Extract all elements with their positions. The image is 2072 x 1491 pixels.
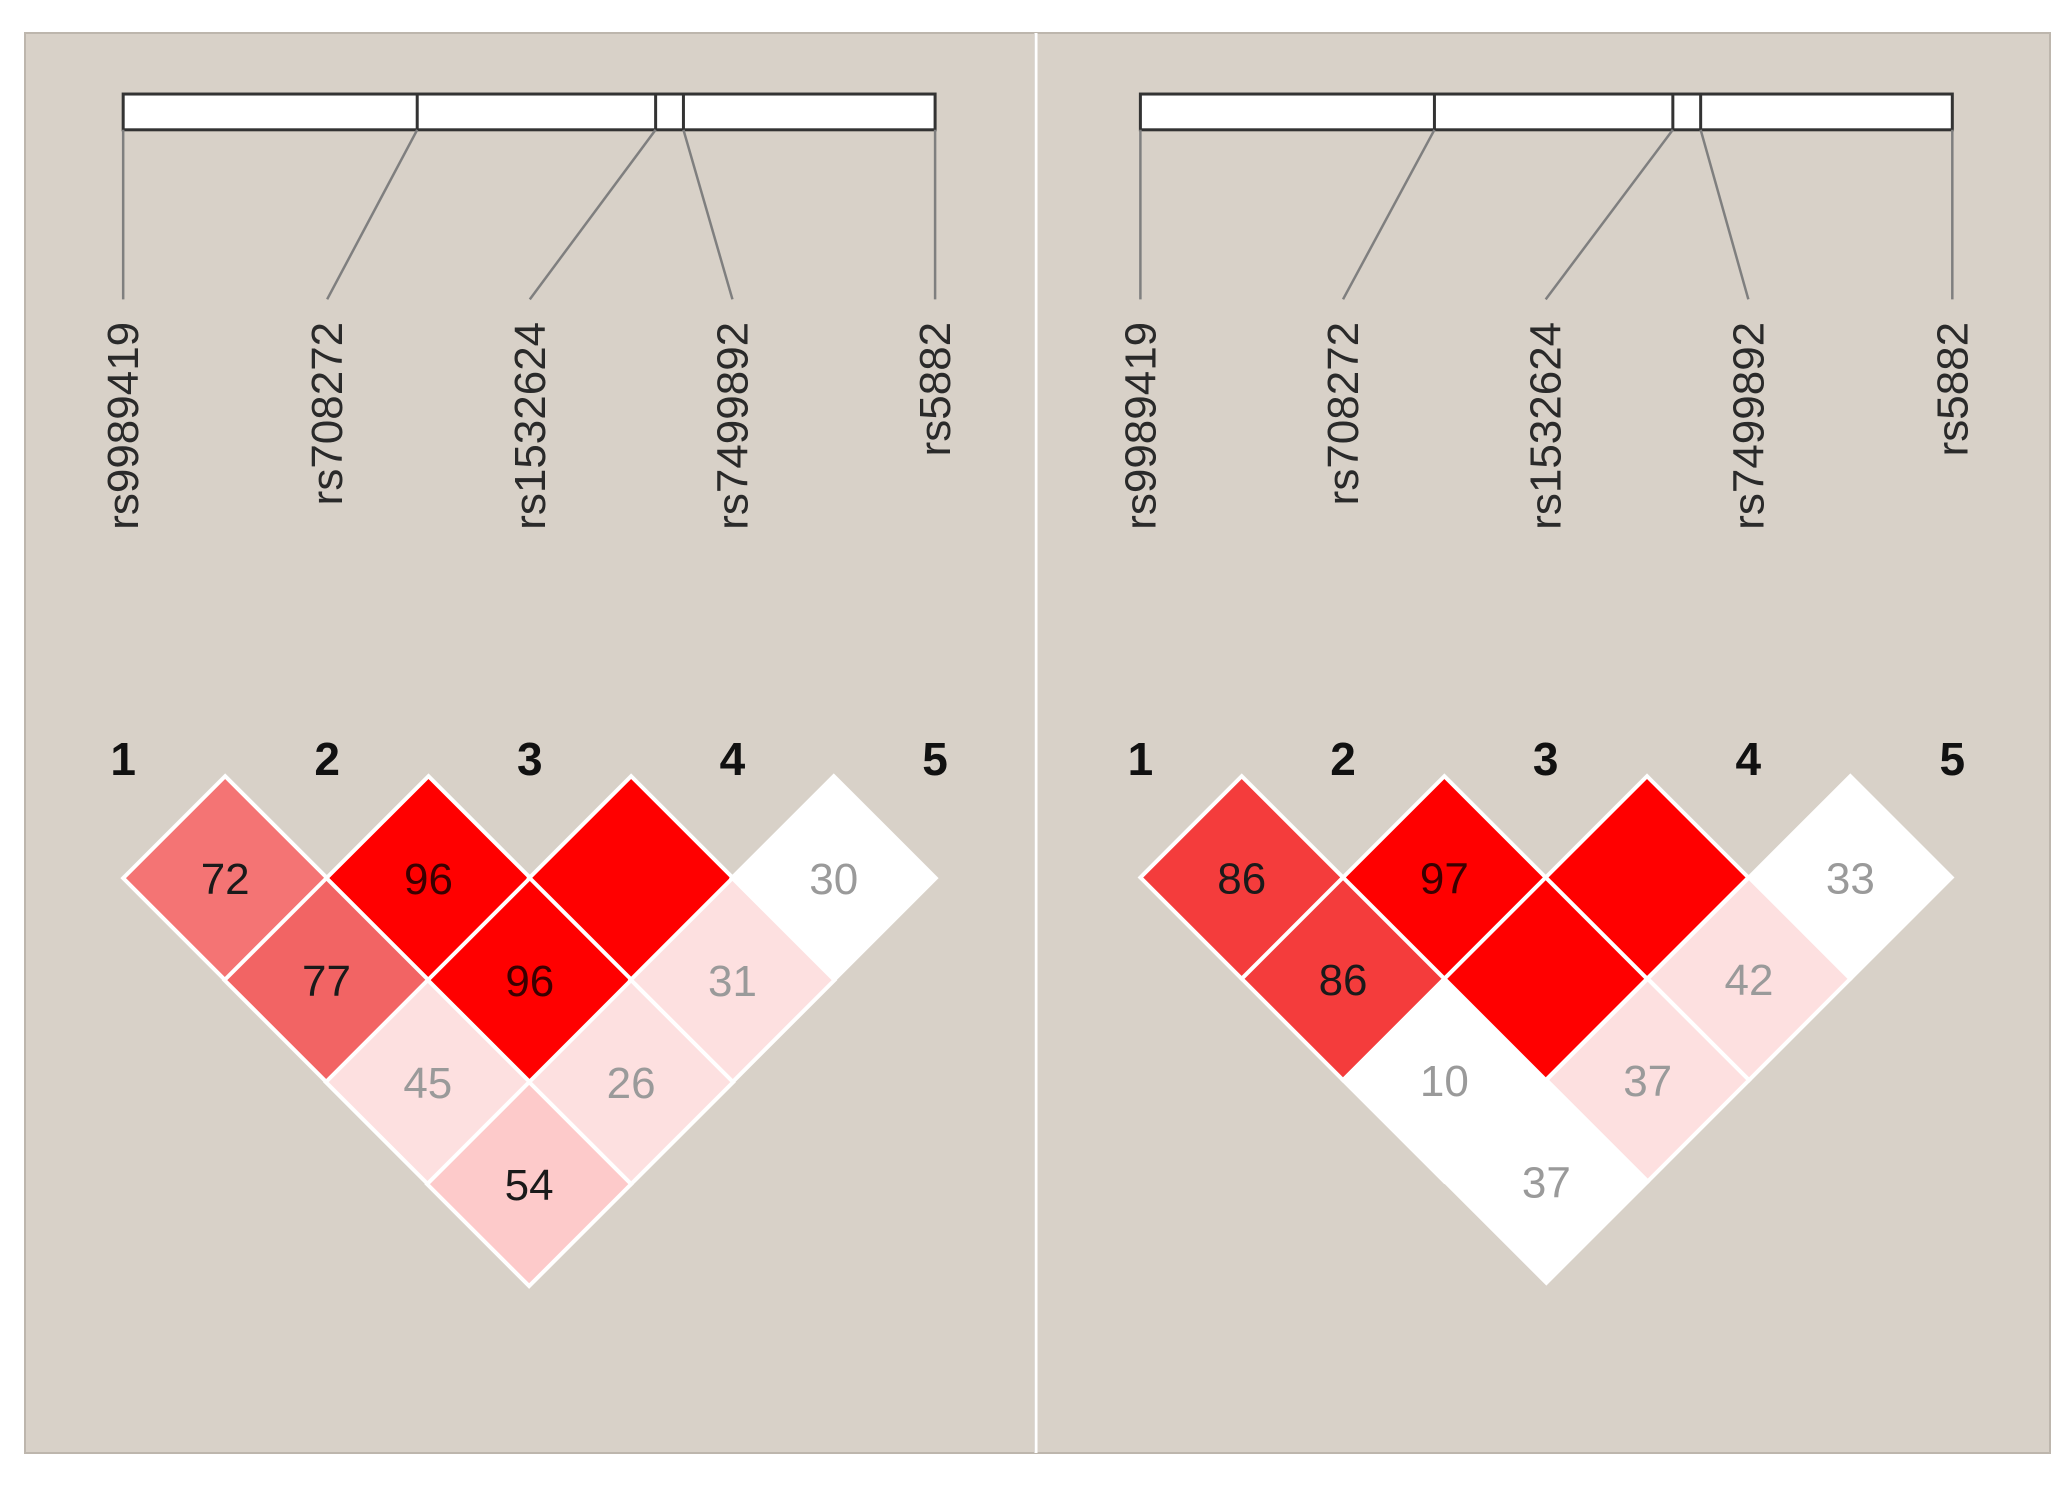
ld-value-label: 77 [302, 957, 351, 1006]
snp-label: rs9989419 [99, 322, 148, 530]
snp-label: rs708272 [1319, 322, 1368, 505]
ld-value-label: 45 [403, 1059, 452, 1108]
ld-value-label: 42 [1725, 956, 1774, 1005]
snp-label: rs7499892 [1724, 322, 1773, 530]
snp-label: rs5882 [911, 322, 960, 457]
snp-label: rs708272 [303, 322, 352, 505]
marker-connector-line [1699, 129, 1750, 300]
ld-value-label: 86 [1217, 854, 1266, 903]
ld-cell-1-5 [1442, 1077, 1651, 1286]
marker-connector-line [1544, 129, 1674, 301]
snp-label: rs1532624 [506, 322, 555, 530]
snp-label: rs5882 [1928, 322, 1977, 457]
marker-connector-line [528, 129, 657, 301]
marker-index-label: 2 [314, 733, 340, 785]
marker-index-label: 5 [1940, 733, 1966, 785]
ld-value-label: 10 [1420, 1057, 1469, 1106]
snp-label: rs9989419 [1116, 322, 1165, 530]
marker-connector-line [1341, 129, 1436, 300]
snp-label: rs1532624 [1522, 322, 1571, 530]
marker-index-label: 1 [110, 733, 136, 785]
ld-value-label: 96 [505, 957, 554, 1006]
marker-index-label: 4 [720, 733, 746, 785]
ld-value-label: 97 [1420, 854, 1469, 903]
ld-value-label: 54 [505, 1161, 554, 1210]
marker-connector-line [682, 129, 734, 300]
marker-index-label: 4 [1736, 733, 1762, 785]
snp-label: rs7499892 [708, 322, 757, 530]
ld-value-label: 72 [201, 855, 250, 904]
marker-index-label: 3 [517, 733, 543, 785]
physical-map-track [121, 92, 937, 132]
marker-connector-line [326, 129, 419, 300]
ld-value-label: 26 [607, 1059, 656, 1108]
marker-index-label: 2 [1330, 733, 1356, 785]
ld-panel-left: rs9989419 1 rs708272 2 rs1532624 3 rs7499892 4 r… [24, 32, 1036, 1454]
marker-index-label: 3 [1533, 733, 1559, 785]
physical-map-track [1138, 92, 1954, 132]
ld-value-label: 37 [1522, 1158, 1571, 1207]
ld-panel-right: rs9989419 1 rs708272 2 rs1532624 3 rs7499892 4 r… [1035, 32, 2051, 1454]
ld-value-label: 31 [708, 957, 757, 1006]
ld-value-label: 96 [404, 855, 453, 904]
marker-index-label: 5 [922, 733, 948, 785]
ld-value-label: 33 [1826, 854, 1875, 903]
ld-value-label: 30 [809, 855, 858, 904]
ld-value-label: 86 [1319, 956, 1368, 1005]
ld-value-label: 37 [1623, 1057, 1672, 1106]
marker-index-label: 1 [1128, 733, 1154, 785]
ld-cell-1-5 [424, 1079, 634, 1289]
